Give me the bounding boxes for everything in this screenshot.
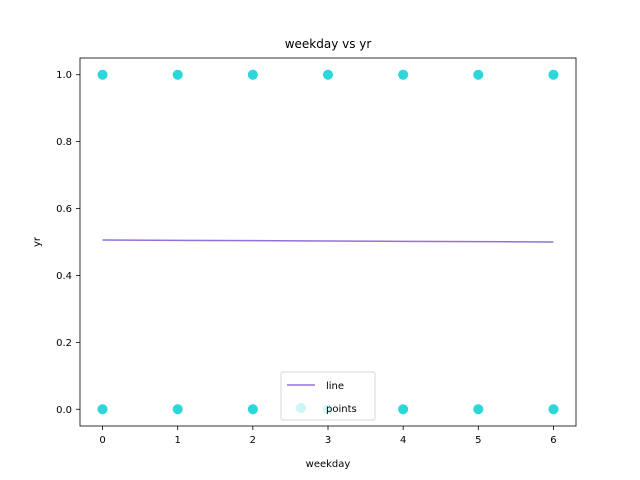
x-axis: 0 1 2 3 4 5 6 (99, 426, 557, 446)
scatter-point (172, 69, 183, 80)
scatter-point (473, 404, 484, 415)
scatter-point (473, 69, 484, 80)
y-tick-label: 0.6 (56, 204, 72, 215)
scatter-point (172, 69, 183, 80)
scatter-point (548, 69, 559, 80)
scatter-point (398, 404, 409, 415)
y-tick-label: 0.0 (56, 405, 72, 416)
chart-title: weekday vs yr (285, 37, 372, 51)
scatter-point (172, 404, 183, 415)
x-axis-label: weekday (306, 459, 351, 470)
scatter-point (323, 69, 333, 80)
scatter-point (172, 404, 183, 415)
scatter-point (247, 69, 258, 80)
scatter-point (548, 69, 559, 80)
legend-box (280, 371, 376, 421)
scatter-point (398, 404, 409, 415)
y-axis: 0.0 0.2 0.4 0.6 0.8 1.0 (56, 70, 80, 416)
scatter-point (247, 404, 258, 415)
scatter-point (247, 69, 258, 80)
scatter-point (97, 404, 108, 415)
scatter-point (97, 404, 108, 415)
legend-points-swatch (296, 403, 306, 413)
legend: line points (280, 371, 376, 421)
scatter-point (97, 404, 108, 415)
scatter-point (323, 69, 333, 80)
y-tick-label: 0.4 (56, 271, 72, 282)
scatter-point (548, 404, 559, 415)
scatter-point (172, 404, 183, 415)
scatter-point (398, 404, 409, 415)
scatter-point (548, 404, 559, 415)
scatter-point (172, 404, 183, 415)
scatter-point (323, 69, 333, 80)
scatter-point (473, 404, 484, 415)
scatter-point (473, 404, 484, 415)
x-tick-label: 3 (325, 435, 331, 446)
scatter-point (398, 69, 409, 80)
scatter-point (97, 404, 108, 415)
y-axis-label: yr (32, 236, 43, 247)
scatter-point (548, 404, 559, 415)
scatter-point (473, 69, 484, 80)
scatter-point (247, 69, 258, 80)
scatter-point (247, 404, 258, 415)
scatter-point (247, 404, 258, 415)
scatter-point (548, 404, 559, 415)
x-tick-label: 5 (475, 435, 481, 446)
scatter-point (97, 69, 108, 80)
x-tick-label: 0 (99, 435, 105, 446)
scatter-point (97, 69, 108, 80)
y-tick-label: 1.0 (56, 70, 72, 81)
y-tick-label: 0.8 (56, 137, 72, 148)
x-tick-label: 2 (250, 435, 256, 446)
scatter-point (398, 404, 409, 415)
scatter-point (398, 69, 409, 80)
scatter-point (323, 69, 333, 80)
scatter-point (172, 69, 183, 80)
scatter-point (247, 404, 258, 415)
scatter-point (548, 69, 559, 80)
x-tick-label: 6 (550, 435, 556, 446)
series-line (102, 239, 554, 243)
scatter-point (97, 69, 108, 80)
scatter-point (398, 69, 409, 80)
y-tick-label: 0.2 (56, 338, 72, 349)
scatter-point (97, 69, 108, 80)
legend-label-line: line (326, 381, 344, 392)
scatter-point (473, 69, 484, 80)
scatter-point (172, 69, 183, 80)
x-tick-label: 1 (175, 435, 181, 446)
scatter-point (398, 69, 409, 80)
x-tick-label: 4 (400, 435, 406, 446)
legend-label-points: points (326, 404, 357, 415)
scatter-point (548, 69, 559, 80)
scatter-point (473, 404, 484, 415)
scatter-point (247, 69, 258, 80)
scatter-point (473, 69, 484, 80)
